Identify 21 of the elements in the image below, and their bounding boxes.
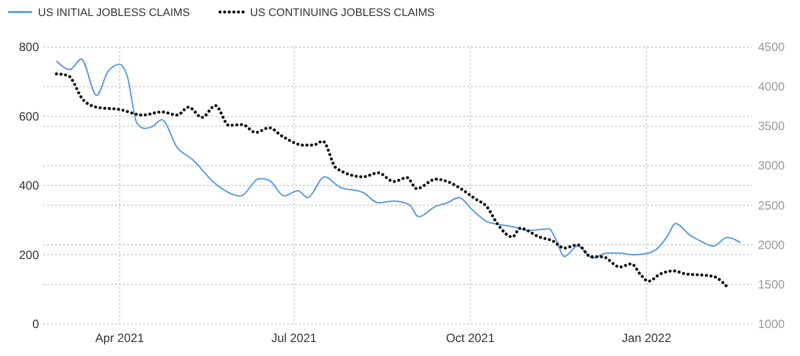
x-tick-label: Oct 2021: [446, 331, 495, 345]
y2-tick-label: 3500: [758, 119, 786, 134]
y2-tick-label: 1000: [758, 317, 786, 331]
y2-tick-label: 3000: [758, 158, 786, 173]
y-tick-label: 400: [18, 178, 40, 192]
y2-tick-label: 4000: [758, 80, 786, 94]
y2-tick-label: 1500: [758, 277, 786, 292]
y2-tick-label: 4500: [758, 40, 786, 54]
x-tick-label: Jan 2022: [622, 331, 672, 345]
y-tick-label: 800: [18, 40, 40, 54]
y2-tick-label: 2000: [758, 238, 786, 252]
y-tick-label: 200: [18, 248, 40, 262]
y2-tick-label: 2500: [758, 198, 786, 212]
legend-label: US INITIAL JOBLESS CLAIMS: [38, 7, 190, 19]
x-tick-label: Apr 2021: [95, 331, 144, 345]
x-tick-label: Jul 2021: [271, 331, 318, 345]
y-tick-label: 600: [18, 109, 40, 124]
y-tick-label: 0: [32, 317, 40, 331]
line-series: [56, 58, 742, 259]
legend-label: US CONTINUING JOBLESS CLAIMS: [250, 7, 435, 19]
line-series: [54, 72, 729, 288]
